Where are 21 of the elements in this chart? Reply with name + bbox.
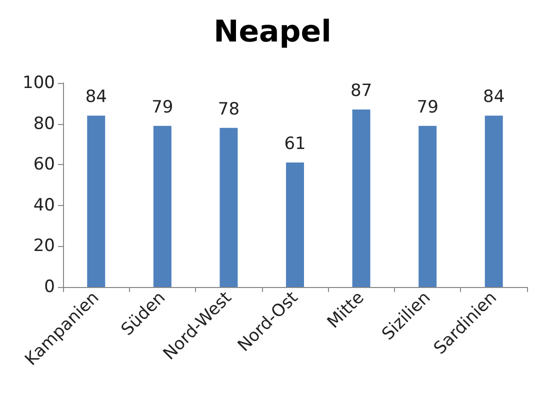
y-tick-label: 40 (33, 195, 55, 216)
y-tick-label: 20 (33, 236, 55, 256)
data-label: 84 (85, 87, 107, 108)
data-label: 84 (483, 87, 505, 108)
y-tick-label: 80 (33, 114, 55, 134)
chart-title: Neapel (214, 14, 332, 50)
bar (286, 162, 304, 287)
bar (153, 126, 172, 287)
bar (220, 128, 238, 287)
data-label: 61 (284, 134, 306, 154)
data-label: 79 (152, 97, 174, 118)
bar (352, 110, 370, 287)
bar (484, 116, 503, 287)
y-tick-label: 60 (33, 154, 55, 175)
data-label: 79 (416, 97, 438, 118)
data-label: 87 (350, 81, 372, 102)
data-label: 78 (218, 99, 240, 120)
y-tick-label: 100 (22, 73, 55, 93)
bar (87, 116, 106, 287)
bar (418, 126, 437, 287)
y-tick-label: 0 (44, 277, 55, 297)
